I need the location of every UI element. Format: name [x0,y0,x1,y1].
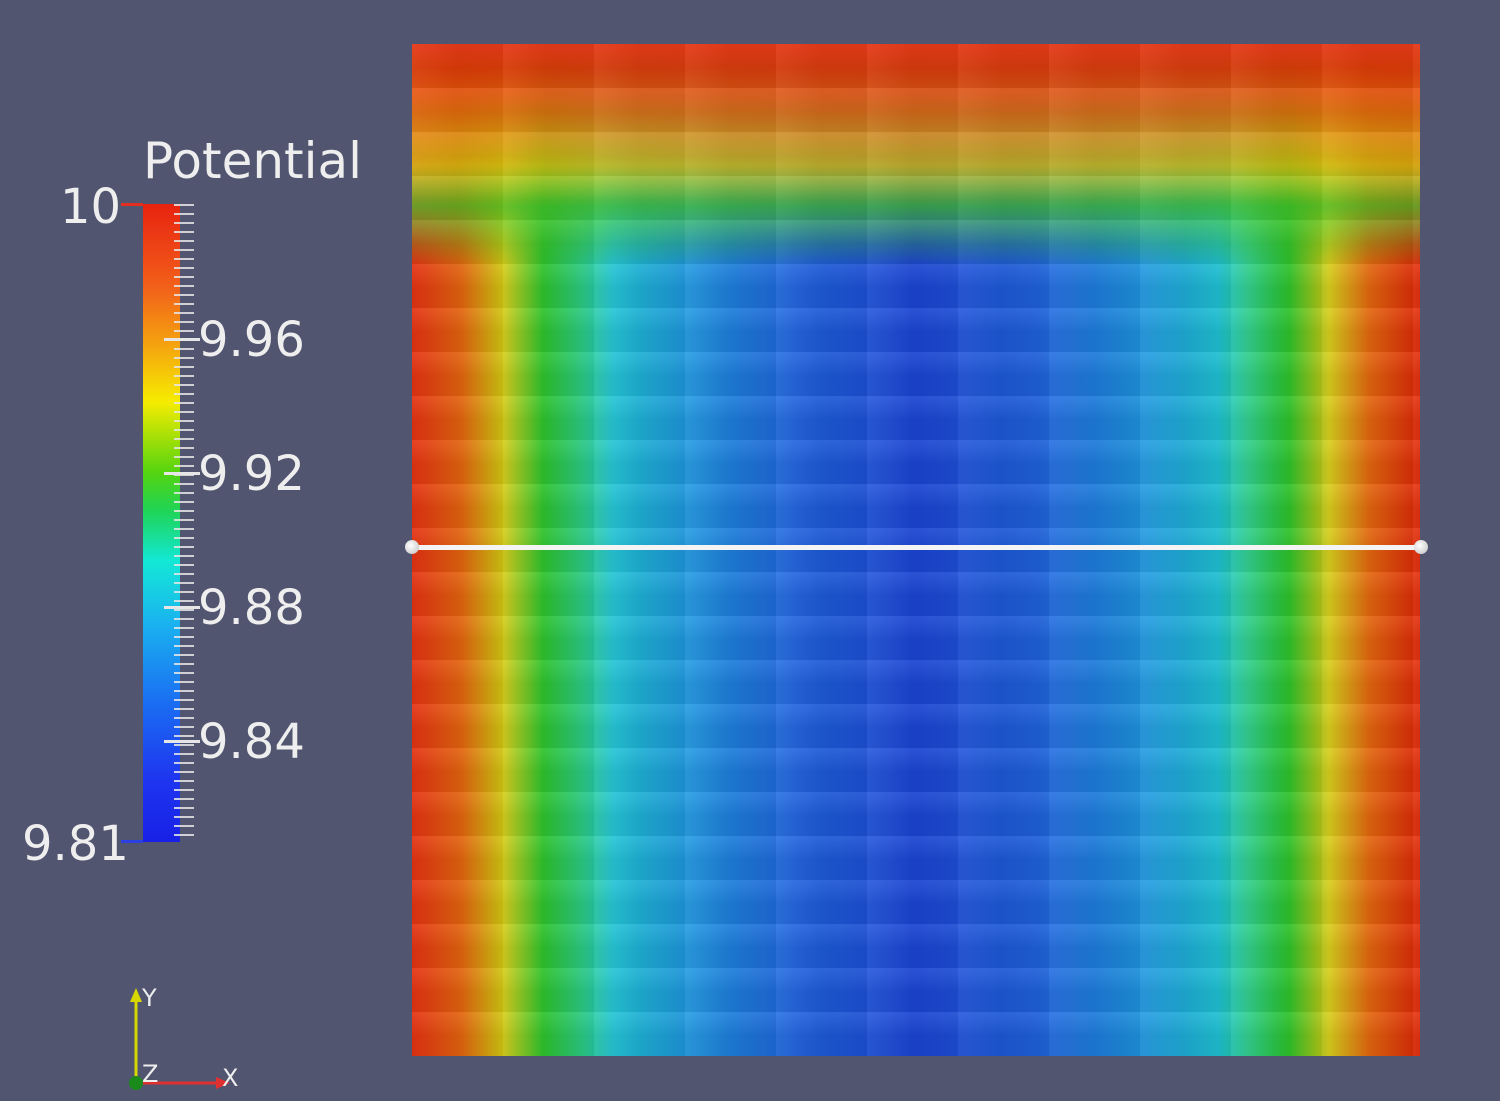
scalar-bar-tick-label: 9.88 [198,580,305,636]
axes-glyph-icon [129,988,230,1090]
axis-z-label: Z [142,1060,159,1088]
scalar-bar-tick-label: 9.92 [198,446,305,502]
scalar-bar-major-tick [164,472,200,475]
scalar-bar-min-label: 9.81 [22,816,129,872]
scalar-bar-major-tick [164,338,200,341]
potential-field-plot[interactable] [412,44,1420,1056]
scalar-bar-title: Potential [143,132,363,190]
scalar-bar-tick-label: 9.96 [198,312,305,368]
probe-end-handle[interactable] [1414,540,1428,554]
orientation-axes: Y Z X [120,980,260,1095]
scalar-bar-min-tick [121,840,143,843]
scalar-bar-max-label: 10 [60,179,122,235]
scalar-bar-major-tick [164,740,200,743]
scalar-bar-max-tick [121,203,143,206]
plot-over-line-probe[interactable] [412,545,1422,550]
scalar-bar-minor-ticks [174,204,194,842]
scalar-bar-major-tick [164,606,200,609]
axis-x-label: X [222,1064,239,1092]
scalar-bar-colorbar [143,204,180,842]
scalar-bar-tick-label: 9.84 [198,714,305,770]
probe-start-handle[interactable] [405,540,419,554]
axis-y-label: Y [142,984,157,1012]
